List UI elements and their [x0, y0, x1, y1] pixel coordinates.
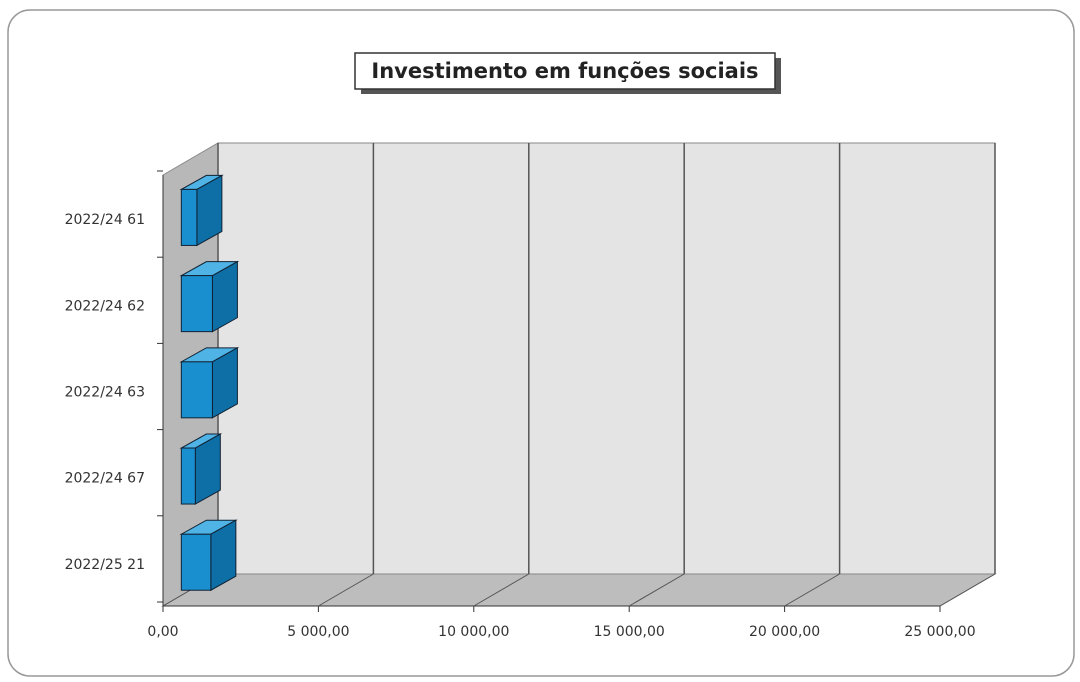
floor-grid-line [939, 573, 996, 607]
bar [180, 361, 213, 419]
title-box [354, 52, 776, 90]
y-tick-label: 2022/24 62 [65, 298, 145, 314]
y-tick-label: 2022/24 67 [65, 471, 145, 487]
x-tick-label: 20 000,00 [749, 624, 820, 640]
bar [180, 275, 213, 333]
y-tick-label: 2022/24 63 [65, 385, 145, 401]
x-tick-label: 25 000,00 [904, 624, 975, 640]
x-tick-label: 5 000,00 [287, 624, 349, 640]
x-tick-label: 15 000,00 [594, 624, 665, 640]
floor-grid-line [318, 573, 374, 607]
floor-grid-line [628, 573, 685, 607]
bar [180, 447, 196, 505]
bar [180, 188, 198, 246]
bar [180, 533, 212, 591]
floor-grid-line [784, 573, 840, 607]
x-tick-label: 0,00 [147, 624, 178, 640]
floor [161, 573, 997, 607]
chart-title: Investimento em funções sociais [371, 59, 758, 83]
y-tick-label: 2022/25 21 [65, 557, 145, 573]
back-wall [217, 142, 996, 575]
y-tick-label: 2022/24 61 [65, 212, 145, 228]
x-tick-label: 10 000,00 [438, 624, 509, 640]
floor-grid-line [473, 573, 530, 607]
